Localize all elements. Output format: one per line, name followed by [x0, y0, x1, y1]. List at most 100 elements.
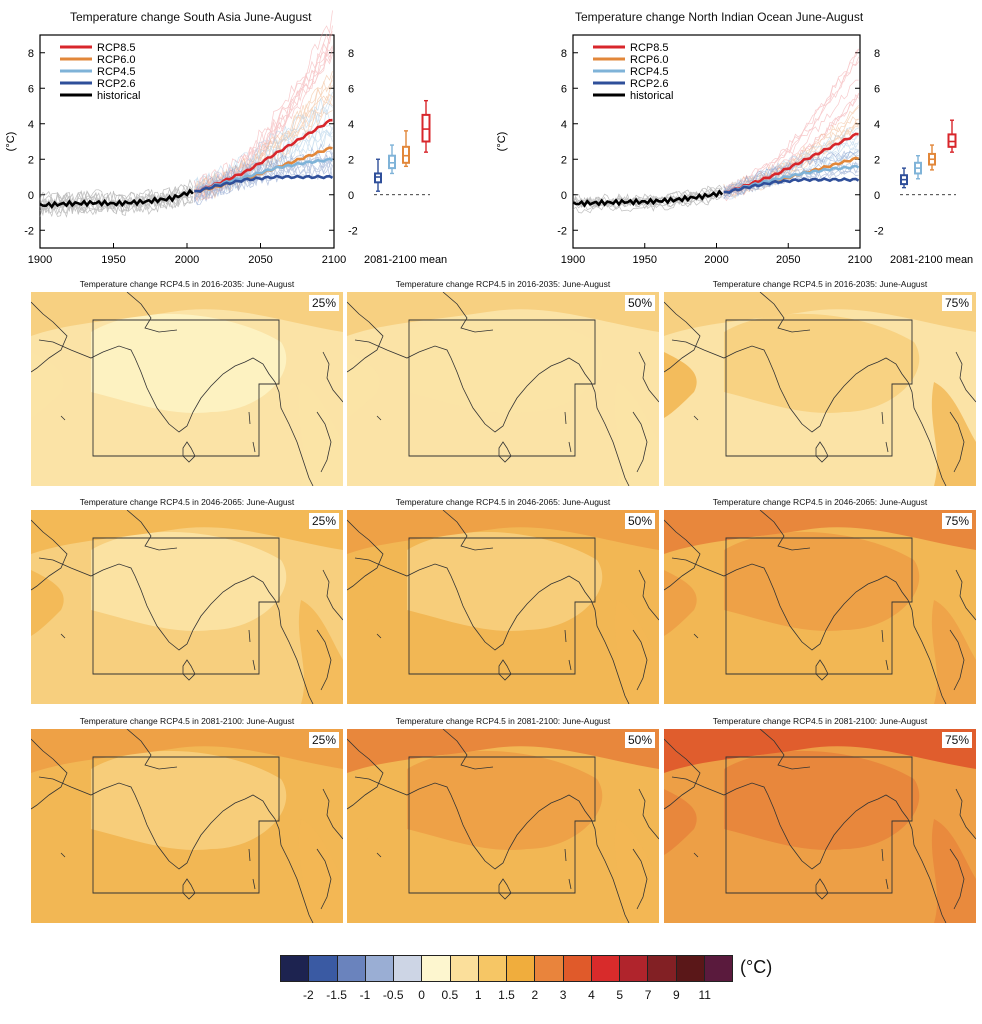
field-contour — [614, 382, 659, 486]
coastline — [60, 415, 66, 421]
map-area — [347, 292, 659, 486]
coastline — [252, 878, 256, 890]
map-title: Temperature change RCP4.5 in 2016-2035: … — [712, 279, 928, 289]
coastline — [815, 659, 829, 681]
coastline — [664, 738, 701, 810]
field-contour — [298, 819, 343, 923]
region-box — [725, 756, 913, 894]
colorbar-swatch — [704, 956, 732, 981]
coastline — [182, 441, 196, 463]
colorbar-unit: (°C) — [740, 957, 773, 977]
coastline — [564, 848, 567, 862]
x-tick-label: 2000 — [175, 254, 199, 266]
colorbar-swatch — [591, 956, 620, 981]
percentile-label: 25% — [308, 295, 339, 311]
coastline — [881, 629, 884, 643]
x-tick-label: 2100 — [848, 254, 872, 266]
percentile-label: 25% — [308, 732, 339, 748]
coastline — [38, 776, 276, 870]
percentile-label: 50% — [624, 513, 655, 529]
field-contour — [614, 819, 659, 923]
model-line — [194, 10, 333, 195]
field-contour — [91, 750, 287, 850]
y-tick-label: -2 — [557, 225, 567, 237]
colorbar-tick-label: 4 — [588, 988, 595, 1002]
x-tick-label: 2050 — [248, 254, 272, 266]
colorbar-swatch — [478, 956, 507, 981]
coastline — [815, 441, 829, 463]
field-contour — [31, 570, 64, 636]
colorbar-tick-label: -2 — [302, 988, 314, 1002]
coastline — [564, 411, 567, 425]
coastline — [949, 848, 965, 910]
colorbar-tick-label: 5 — [616, 988, 624, 1002]
legend-label: RCP2.6 — [630, 78, 669, 90]
coastline — [38, 339, 276, 433]
map-figure — [347, 729, 659, 923]
colorbar — [280, 955, 733, 982]
region-box — [408, 537, 596, 675]
model-ensemble-historical — [572, 184, 723, 214]
map-panel: Temperature change RCP4.5 in 2046-2065: … — [664, 497, 976, 717]
x-tick-label: 1950 — [101, 254, 125, 266]
percentile-label: 75% — [941, 295, 972, 311]
y-tick-label-right: 4 — [348, 119, 354, 131]
field-contour — [298, 382, 343, 486]
coastline — [907, 818, 947, 923]
map-area — [31, 729, 343, 923]
map-figure — [31, 729, 343, 923]
model-line — [194, 161, 333, 199]
coastline — [664, 301, 701, 373]
y-tick-label: 0 — [561, 190, 567, 202]
map-area — [664, 292, 976, 486]
box-rcp85 — [421, 99, 431, 153]
coastline — [638, 788, 659, 840]
colorbar-tick-label: 1 — [474, 988, 482, 1002]
field-contour — [347, 292, 659, 336]
map-area — [664, 729, 976, 923]
coastline — [347, 519, 384, 591]
colorbar-swatch — [309, 956, 338, 981]
region-box — [92, 319, 280, 457]
y-tick-label: 6 — [28, 83, 34, 95]
series-mean-historical — [39, 188, 194, 209]
legend-label: historical — [630, 90, 673, 102]
colorbar-swatch — [394, 956, 423, 981]
field-contour — [724, 531, 920, 631]
map-title: Temperature change RCP4.5 in 2046-2065: … — [79, 497, 295, 507]
coastline — [638, 351, 659, 403]
coastline — [881, 848, 884, 862]
coastline — [955, 351, 976, 403]
timeseries-panel-south-asia: -2 -2 0 0 2 2 4 4 6 6 8 8 (°C) 1900 1950 2000 2050 2100 20… — [0, 0, 491, 280]
y-tick-label: 2 — [561, 154, 567, 166]
mean-period-label: 2081-2100 mean — [364, 254, 447, 266]
colorbar-tick-label: 0 — [418, 988, 425, 1002]
map-figure — [664, 510, 976, 704]
x-tick-label: 2000 — [704, 254, 728, 266]
coastline — [248, 629, 251, 643]
mean-period-label: 2081-2100 mean — [890, 254, 973, 266]
colorbar-swatch — [507, 956, 536, 981]
legend-label: RCP8.5 — [630, 42, 669, 54]
colorbar-tick-label: -0.5 — [382, 988, 404, 1002]
region-box — [725, 537, 913, 675]
coastline — [949, 411, 965, 473]
coastline — [322, 569, 343, 621]
model-line — [723, 150, 859, 192]
map-panel: Temperature change RCP4.5 in 2081-2100: … — [31, 716, 343, 936]
coastline — [376, 633, 382, 639]
plot-frame — [572, 34, 861, 249]
coastline — [126, 292, 178, 333]
coastline — [442, 292, 494, 333]
map-area — [664, 510, 976, 704]
coastline — [376, 415, 382, 421]
colorbar-tick-label: 0.5 — [441, 988, 459, 1002]
map-panel: Temperature change RCP4.5 in 2081-2100: … — [664, 716, 976, 936]
field-contour — [407, 750, 603, 850]
field-contour — [664, 292, 976, 336]
region-box — [92, 537, 280, 675]
coastline — [568, 659, 572, 671]
field-contour — [664, 729, 976, 773]
coastline — [274, 599, 314, 704]
map-title: Temperature change RCP4.5 in 2081-2100: … — [79, 716, 295, 726]
